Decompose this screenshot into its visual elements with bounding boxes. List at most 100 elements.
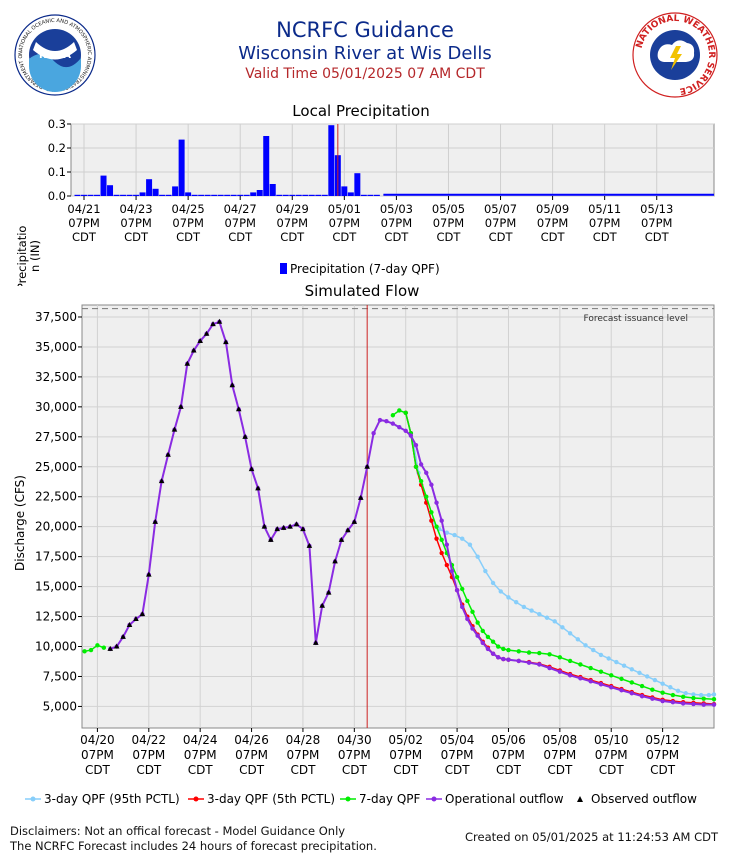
- data-point-observed: [312, 639, 319, 645]
- precip-bar: [217, 194, 224, 196]
- data-point-q95: [544, 615, 550, 620]
- chart-subtitle: Wisconsin River at Wis Dells: [238, 43, 492, 64]
- precip-x-tick-label: CDT: [489, 230, 514, 244]
- precip-bar: [139, 192, 146, 196]
- precip-x-tick-label: CDT: [437, 230, 462, 244]
- precip-y-ticks: 0.0 0.1 0.2 0.3: [48, 117, 71, 203]
- data-point-observed: [242, 433, 248, 439]
- data-point-observed: [197, 337, 203, 343]
- series-line-qpf7: [84, 644, 105, 653]
- precip-x-tick-label: 07PM: [329, 216, 361, 230]
- data-point-operational: [639, 694, 645, 699]
- flow-x-ticks: 04/2007PMCDT04/2207PMCDT04/2407PMCDT04/2…: [80, 728, 680, 777]
- data-point-q5: [429, 518, 434, 523]
- precip-x-tick-label: 07PM: [433, 216, 465, 230]
- precip-y-tick-label: 0.1: [48, 165, 66, 179]
- precip-x-tick-label: 04/23: [119, 202, 152, 216]
- flow-y-tick-label: 37,500: [35, 310, 77, 324]
- flow-x-tick-label: CDT: [290, 763, 316, 777]
- data-point-observed: [306, 542, 313, 548]
- data-point-q95: [444, 530, 450, 535]
- data-point-operational: [449, 568, 455, 574]
- data-point-operational: [660, 698, 665, 704]
- flow-x-tick-label: 04/22: [131, 733, 166, 747]
- precip-bar: [315, 194, 322, 196]
- flow-x-tick-label: 07PM: [543, 748, 576, 762]
- precip-x-tick-label: 07PM: [277, 216, 309, 230]
- data-point-qpf7: [403, 410, 408, 416]
- data-point-observed: [223, 339, 229, 345]
- svg-text:3-day QPF (95th PCTL): 3-day QPF (95th PCTL): [44, 792, 180, 806]
- data-point-q95: [598, 652, 604, 658]
- flow-y-axis-label: Discharge (CFS): [13, 475, 27, 571]
- data-point-observed: [319, 602, 326, 608]
- flow-reference-lines: [82, 305, 714, 728]
- data-point-qpf7: [506, 647, 511, 653]
- flow-x-tick-label: 07PM: [492, 748, 525, 762]
- data-point-q95: [467, 542, 473, 547]
- data-point-q95: [475, 554, 480, 559]
- flow-y-tick-label: 12,500: [35, 610, 77, 624]
- data-point-operational: [444, 542, 450, 547]
- precip-bar: [373, 194, 380, 196]
- legend-item-q95: 3-day QPF (95th PCTL): [25, 792, 180, 806]
- data-point-q95: [645, 674, 650, 679]
- data-point-q95: [621, 663, 627, 668]
- data-point-observed: [133, 615, 139, 621]
- data-point-qpf7: [480, 628, 485, 634]
- data-point-operational: [480, 640, 485, 646]
- data-point-operational: [680, 701, 686, 706]
- svg-text:3-day QPF (5th PCTL): 3-day QPF (5th PCTL): [207, 792, 335, 806]
- data-point-qpf7: [619, 676, 624, 682]
- flow-y-tick-label: 35,000: [35, 340, 77, 354]
- data-point-qpf7: [429, 510, 434, 515]
- data-point-q95: [506, 595, 511, 600]
- precip-bar: [224, 194, 231, 196]
- data-point-qpf7: [526, 650, 532, 655]
- precip-x-tick-label: CDT: [384, 230, 409, 244]
- flow-x-tick-label: 07PM: [338, 748, 371, 762]
- data-point-observed: [338, 536, 345, 542]
- precip-bar: [237, 194, 244, 196]
- data-point-operational: [470, 626, 475, 631]
- precip-x-tick-label: 05/05: [432, 202, 465, 216]
- precip-bar: [120, 194, 127, 196]
- flow-x-tick-label: 05/08: [543, 733, 578, 747]
- precip-x-tick-label: 05/11: [588, 202, 621, 216]
- data-point-operational: [619, 688, 624, 693]
- data-point-qpf7: [490, 639, 496, 644]
- precip-bar: [87, 194, 94, 196]
- data-point-observed: [357, 494, 364, 500]
- data-point-observed: [287, 523, 293, 529]
- flow-x-tick-label: 07PM: [287, 748, 320, 762]
- precip-bar: [360, 194, 367, 196]
- precip-bar: [354, 173, 361, 196]
- data-point-q95: [652, 677, 658, 683]
- series-q95: [403, 410, 717, 698]
- data-point-q95: [691, 692, 696, 697]
- data-point-operational: [526, 660, 532, 665]
- data-point-qpf7: [516, 649, 521, 654]
- flow-x-tick-label: CDT: [650, 763, 676, 777]
- legend-item-qpf7: 7-day QPF: [340, 792, 421, 806]
- flow-x-tick-label: 04/24: [183, 733, 218, 747]
- flow-grid: [82, 305, 714, 728]
- data-point-operational: [490, 651, 496, 656]
- flow-plot-area: [81, 304, 715, 729]
- precip-x-tick-label: CDT: [332, 230, 357, 244]
- precip-chart: Local Precipitation Precipitatio n (IN) …: [15, 102, 715, 286]
- svg-text:Operational outflow: Operational outflow: [445, 792, 564, 806]
- flow-x-tick-label: CDT: [496, 763, 522, 777]
- flow-x-tick-label: 07PM: [389, 748, 422, 762]
- precip-bar: [328, 125, 335, 196]
- data-point-operational: [495, 655, 501, 660]
- data-point-operational: [670, 700, 676, 705]
- data-point-operational: [371, 431, 376, 436]
- data-point-operational: [454, 587, 460, 593]
- precip-bar: [165, 194, 172, 196]
- data-point-q95: [537, 611, 542, 617]
- data-point-operational: [384, 419, 389, 424]
- created-timestamp: Created on 05/01/2025 at 11:24:53 AM CDT: [465, 830, 718, 844]
- data-point-q95: [560, 625, 565, 630]
- flow-x-tick-label: 04/20: [80, 733, 115, 747]
